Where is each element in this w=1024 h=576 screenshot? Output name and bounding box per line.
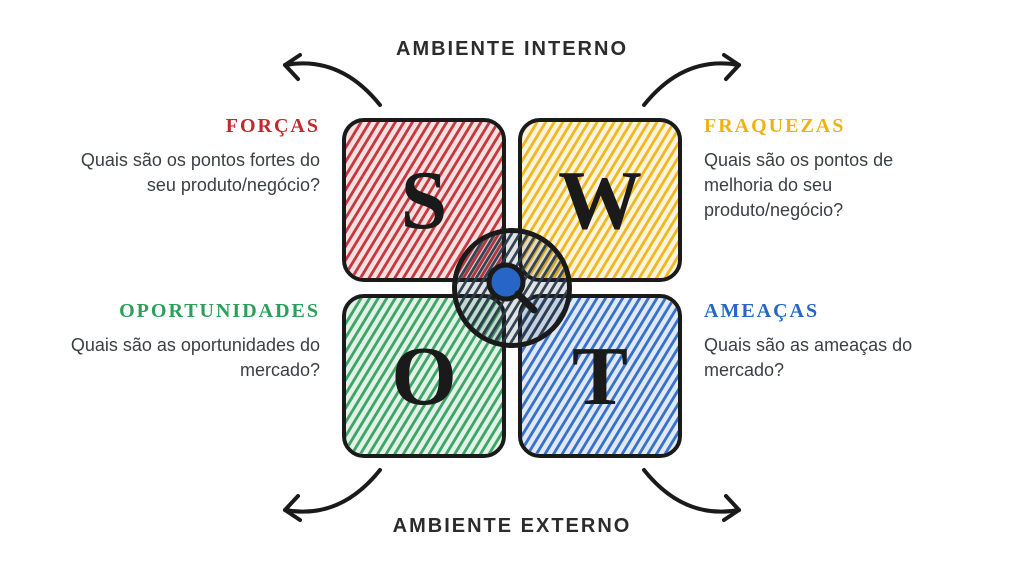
center-circle <box>452 228 572 348</box>
desc-s: Quais são os pontos fortes do seu produt… <box>60 148 320 198</box>
arrow-bottom-left <box>270 460 390 530</box>
arrow-top-left <box>270 45 390 115</box>
desc-t: Quais são as ameaças do mercado? <box>704 333 964 383</box>
title-s: FORÇAS <box>60 115 320 138</box>
text-block-o: OPORTUNIDADES Quais são as oportunidades… <box>60 300 320 383</box>
magnifying-glass-icon <box>480 256 544 320</box>
text-block-s: FORÇAS Quais são os pontos fortes do seu… <box>60 115 320 198</box>
letter-t: T <box>572 328 628 425</box>
title-t: AMEAÇAS <box>704 300 964 323</box>
desc-o: Quais são as oportunidades do mercado? <box>60 333 320 383</box>
text-block-w: FRAQUEZAS Quais são os pontos de melhori… <box>704 115 964 224</box>
title-o: OPORTUNIDADES <box>60 300 320 323</box>
letter-w: W <box>558 152 642 249</box>
text-block-t: AMEAÇAS Quais são as ameaças do mercado? <box>704 300 964 383</box>
arrow-top-right <box>634 45 754 115</box>
ambient-top-label: AMBIENTE INTERNO <box>0 38 1024 61</box>
letter-s: S <box>401 152 448 249</box>
letter-o: O <box>391 328 456 425</box>
ambient-bottom-label: AMBIENTE EXTERNO <box>0 515 1024 538</box>
desc-w: Quais são os pontos de melhoria do seu p… <box>704 148 964 224</box>
arrow-bottom-right <box>634 460 754 530</box>
title-w: FRAQUEZAS <box>704 115 964 138</box>
